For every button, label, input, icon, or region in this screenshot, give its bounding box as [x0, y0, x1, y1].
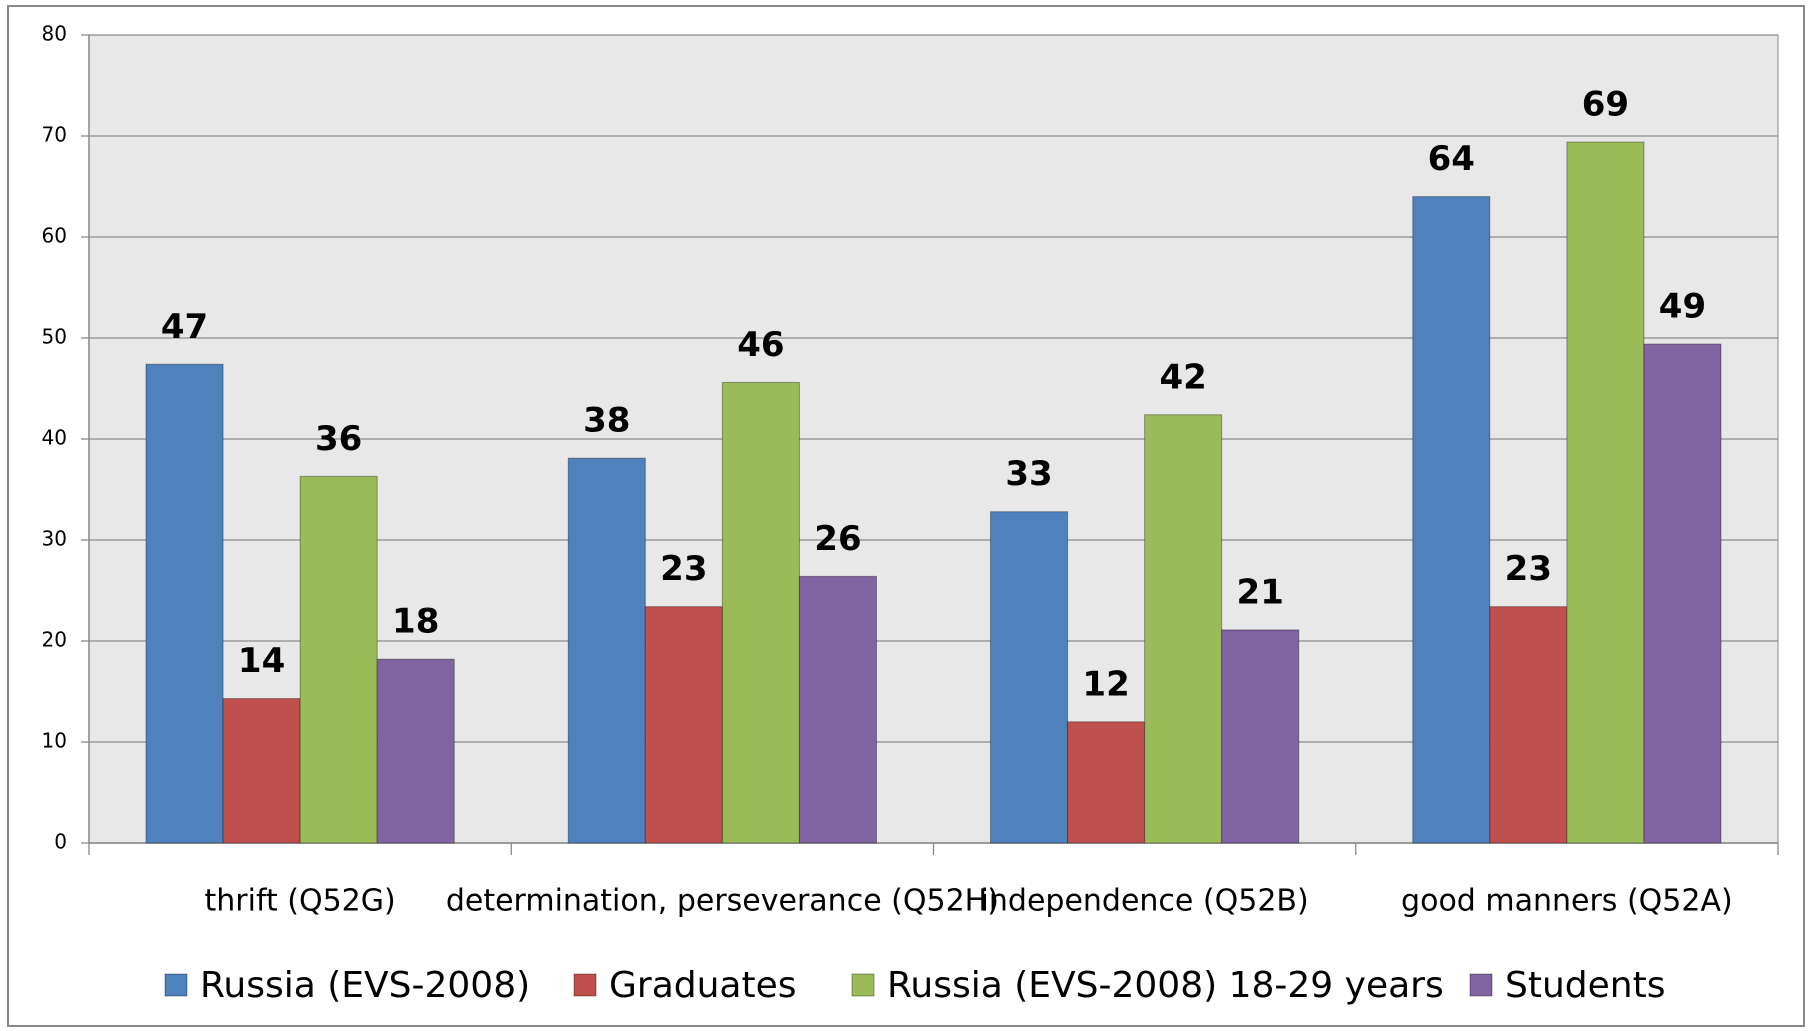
bar — [1489, 606, 1568, 844]
data-label: 64 — [1428, 139, 1475, 179]
data-label: 33 — [1005, 454, 1052, 494]
y-tick-label: 60 — [42, 224, 67, 248]
data-label: 42 — [1159, 357, 1206, 397]
y-tick-label: 30 — [42, 527, 67, 551]
bar — [1067, 721, 1146, 844]
bar — [721, 381, 800, 844]
legend-swatch — [851, 973, 875, 997]
y-tick-label: 70 — [42, 123, 67, 147]
bar — [1566, 141, 1645, 844]
data-label: 18 — [392, 602, 439, 642]
legend-swatch — [573, 973, 597, 997]
y-tick-label: 20 — [42, 628, 67, 652]
y-tick-label: 80 — [42, 22, 67, 46]
data-label: 36 — [315, 419, 362, 459]
bar — [145, 363, 224, 844]
y-tick-label: 10 — [42, 729, 67, 753]
legend-label: Students — [1505, 965, 1665, 1006]
bar — [222, 698, 301, 844]
data-label: 47 — [161, 307, 208, 347]
x-tick-label: good manners (Q52A) — [1401, 884, 1733, 919]
bar — [1221, 629, 1300, 844]
data-label: 23 — [660, 549, 707, 589]
bar — [567, 457, 646, 844]
data-label: 49 — [1659, 287, 1706, 327]
legend-swatch — [1469, 973, 1493, 997]
bar — [990, 511, 1069, 844]
bar — [798, 575, 877, 844]
bar — [299, 475, 378, 844]
y-tick-label: 0 — [54, 830, 67, 854]
legend-label: Graduates — [609, 965, 797, 1006]
data-label: 46 — [737, 325, 784, 365]
data-label: 69 — [1582, 85, 1629, 125]
x-tick-label: independence (Q52B) — [981, 884, 1309, 919]
x-tick-label: thrift (Q52G) — [205, 884, 396, 919]
y-tick-label: 50 — [42, 325, 67, 349]
bar — [1144, 414, 1223, 844]
data-label: 23 — [1505, 549, 1552, 589]
data-label: 14 — [238, 641, 285, 681]
y-tick-label: 40 — [42, 426, 67, 450]
legend-label: Russia (EVS-2008) 18-29 years — [887, 965, 1444, 1006]
data-label: 21 — [1237, 572, 1284, 612]
bar — [644, 606, 723, 844]
data-label: 12 — [1082, 664, 1129, 704]
legend-swatch — [164, 973, 188, 997]
x-tick-label: determination, perseverance (Q52H) — [446, 884, 999, 919]
legend-label: Russia (EVS-2008) — [200, 965, 530, 1006]
data-label: 26 — [814, 519, 861, 559]
bar — [1412, 196, 1491, 844]
bar — [1643, 343, 1722, 844]
bar — [376, 658, 455, 844]
data-label: 38 — [583, 401, 630, 441]
